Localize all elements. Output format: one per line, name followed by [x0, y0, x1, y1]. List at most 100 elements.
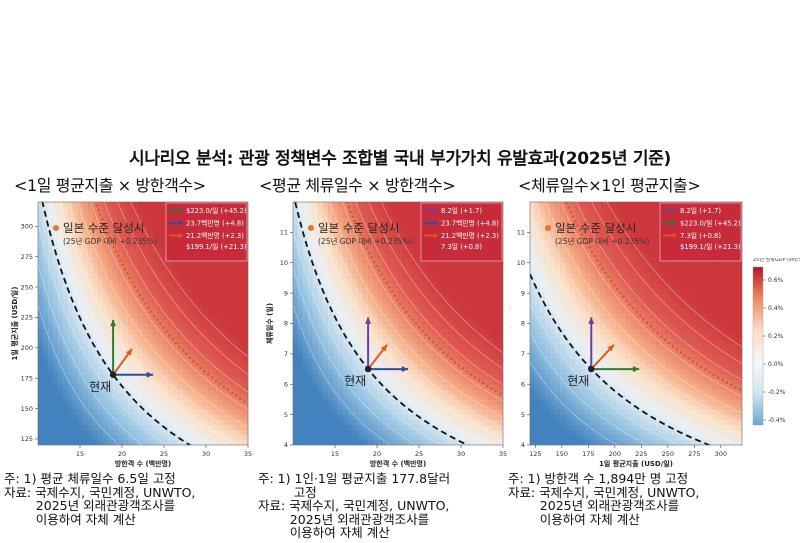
heatmap-cell [347, 358, 354, 365]
heatmap-cell [332, 383, 339, 390]
heatmap-cell [549, 373, 556, 380]
heatmap-cell [38, 202, 44, 208]
heatmap-cell [462, 287, 469, 294]
heatmap-cell [172, 378, 179, 385]
heatmap-cell [492, 424, 499, 431]
heatmap-cell [530, 429, 536, 436]
heatmap-cell [412, 237, 419, 243]
heatmap-cell [317, 424, 324, 431]
heatmap-cell [152, 308, 159, 314]
heatmap-cell [327, 211, 334, 218]
heatmap-cell [559, 434, 566, 441]
heatmap-cell [132, 267, 139, 274]
heatmap-cell [87, 282, 94, 289]
heatmap-cell [447, 383, 454, 390]
heatmap-cell [377, 257, 384, 264]
heatmap-cell [47, 353, 54, 360]
heatmap-cell [107, 272, 114, 279]
heatmap-cell [530, 404, 536, 410]
heatmap-cell [549, 429, 556, 436]
heatmap-cell [487, 297, 494, 304]
contour-line [59, 202, 238, 445]
heatmap-cell [530, 297, 536, 304]
heatmap-cell [72, 429, 79, 436]
heatmap-cell [97, 302, 104, 309]
heatmap-cell [142, 206, 149, 213]
heatmap-cell [157, 308, 164, 314]
heatmap-cell [570, 368, 576, 375]
heatmap-cell [293, 328, 299, 334]
heatmap-cell [207, 424, 214, 431]
heatmap-cell [417, 221, 424, 228]
heatmap-cell [147, 227, 154, 233]
heatmap-cell [437, 277, 444, 284]
heatmap-cell [92, 232, 99, 238]
heatmap-cell [352, 343, 359, 350]
heatmap-cell [237, 267, 244, 274]
heatmap-cell [605, 328, 612, 334]
heatmap-cell [382, 308, 389, 314]
heatmap-cell [187, 318, 194, 324]
heatmap-cell [172, 389, 179, 395]
heatmap-cell [297, 373, 304, 380]
heatmap-cell [312, 434, 319, 441]
heatmap-cell [242, 424, 248, 431]
heatmap-cell [477, 363, 484, 370]
heatmap-cell [337, 363, 344, 370]
heatmap-cell [107, 267, 114, 274]
heatmap-cell [615, 394, 622, 400]
heatmap-cell [585, 247, 591, 253]
heatmap-cell [177, 282, 184, 289]
heatmap-cell [302, 333, 309, 339]
heatmap-cell [442, 394, 449, 400]
heatmap-cell [317, 378, 324, 385]
heatmap-cell [242, 358, 248, 365]
heatmap-cell [167, 373, 174, 380]
heatmap-cell [172, 313, 179, 319]
heatmap-cell [544, 394, 551, 400]
heatmap-cell [417, 272, 424, 279]
heatmap-cell [347, 348, 354, 355]
heatmap-cell [38, 404, 44, 410]
heatmap-cell [97, 318, 104, 324]
heatmap-cell [312, 348, 319, 355]
heatmap-cell [52, 302, 59, 309]
heatmap-cell [217, 292, 224, 299]
heatmap-cell [322, 272, 329, 279]
heatmap-cell [227, 292, 234, 299]
heatmap-cell [442, 287, 449, 294]
heatmap-cell [242, 313, 248, 319]
heatmap-cell [157, 373, 164, 380]
heatmap-cell [530, 348, 536, 355]
heatmap-cell [580, 287, 586, 294]
heatmap-cell [112, 363, 119, 370]
heatmap-cell [177, 358, 184, 365]
heatmap-cell [317, 414, 324, 420]
heatmap-cell [132, 343, 139, 350]
heatmap-cell [67, 277, 74, 284]
heatmap-cell [610, 328, 617, 334]
heatmap-cell [127, 227, 134, 233]
heatmap-cell [127, 378, 134, 385]
heatmap-cell [157, 399, 164, 405]
heatmap-cell [497, 434, 503, 441]
heatmap-cell [242, 439, 248, 445]
heatmap-cell [222, 399, 229, 405]
heatmap-cell [539, 216, 546, 223]
heatmap-cell [534, 216, 541, 223]
heatmap-cell [477, 378, 484, 385]
heatmap-cell [397, 343, 404, 350]
heatmap-cell [112, 389, 119, 395]
heatmap-cell [347, 414, 354, 420]
heatmap-cell [293, 439, 299, 445]
heatmap-cell [222, 323, 229, 329]
heatmap-cell [207, 267, 214, 274]
heatmap-cell [202, 424, 209, 431]
heatmap-cell [222, 282, 229, 289]
heatmap-cell [590, 277, 596, 284]
heatmap-cell [187, 363, 194, 370]
heatmap-cell [57, 237, 64, 243]
heatmap-cell [77, 282, 84, 289]
heatmap-cell [367, 211, 374, 218]
heatmap-cell [397, 237, 404, 243]
